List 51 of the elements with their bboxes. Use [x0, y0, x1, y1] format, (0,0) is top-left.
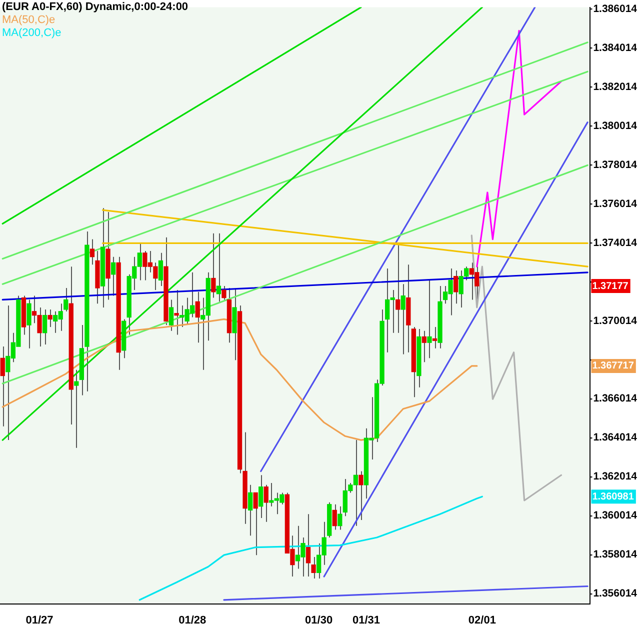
text: 1.37177: [592, 280, 629, 292]
x-tick-label: 01/27: [26, 614, 54, 626]
y-tick-label: 1.376014: [593, 198, 638, 210]
y-tick-label: 1.384014: [593, 42, 638, 54]
y-tick-label: 1.362014: [593, 470, 638, 483]
candlestick: [248, 484, 253, 536]
y-tick-label: 1.380014: [593, 120, 638, 132]
candlestick: [400, 284, 406, 355]
candlestick: [0, 346, 5, 427]
candlestick: [253, 492, 258, 556]
y-tick-label: 1.370014: [593, 314, 638, 327]
candlestick: [48, 308, 52, 328]
y-tick-label: 1.382014: [593, 80, 638, 93]
candlestick: [338, 506, 342, 530]
candlestick: [168, 299, 174, 332]
candlestick: [42, 308, 48, 346]
candlestick: [174, 289, 179, 336]
y-tick-label: 1.378014: [593, 158, 638, 171]
y-tick-label: 1.374014: [593, 236, 638, 249]
y-tick-label: 1.364014: [593, 432, 638, 444]
text: MA(50,C)e: [2, 14, 56, 27]
candlestick: [211, 232, 216, 298]
x-tick-label: 01/30: [305, 614, 333, 626]
text: 1.367717: [592, 360, 634, 372]
candlestick: [311, 556, 316, 579]
candlestick: [432, 326, 438, 349]
candlestick: [422, 330, 427, 363]
x-tick-label: 01/31: [352, 614, 380, 626]
y-tick-label: 1.360014: [593, 510, 638, 522]
candlestick: [26, 299, 32, 349]
candlestick: [427, 280, 432, 359]
candlestick: [396, 244, 400, 334]
y-tick-label: 1.358014: [593, 548, 638, 561]
candlestick: [90, 238, 95, 266]
x-tick-label: 01/28: [178, 614, 206, 626]
candlestick: [216, 232, 222, 302]
chart-title: (EUR A0-FX,60) Dynamic,0:00-24:00: [2, 1, 188, 14]
candlestick: [264, 484, 268, 522]
x-tick-label: 02/01: [468, 614, 496, 626]
y-tick-label: 1.386014: [593, 2, 638, 15]
candlestick: [306, 514, 311, 578]
y-tick-label: 1.366014: [593, 392, 638, 405]
candlestick: [195, 291, 200, 344]
candlestick: [110, 256, 116, 296]
candlestick: [332, 504, 337, 530]
candlestick: [358, 470, 364, 520]
y-tick-label: 1.356014: [593, 588, 638, 600]
candlestick: [158, 252, 164, 287]
text: MA(200,C)e: [2, 27, 62, 40]
text: 1.360981: [592, 491, 634, 502]
candlestick: [258, 474, 264, 519]
